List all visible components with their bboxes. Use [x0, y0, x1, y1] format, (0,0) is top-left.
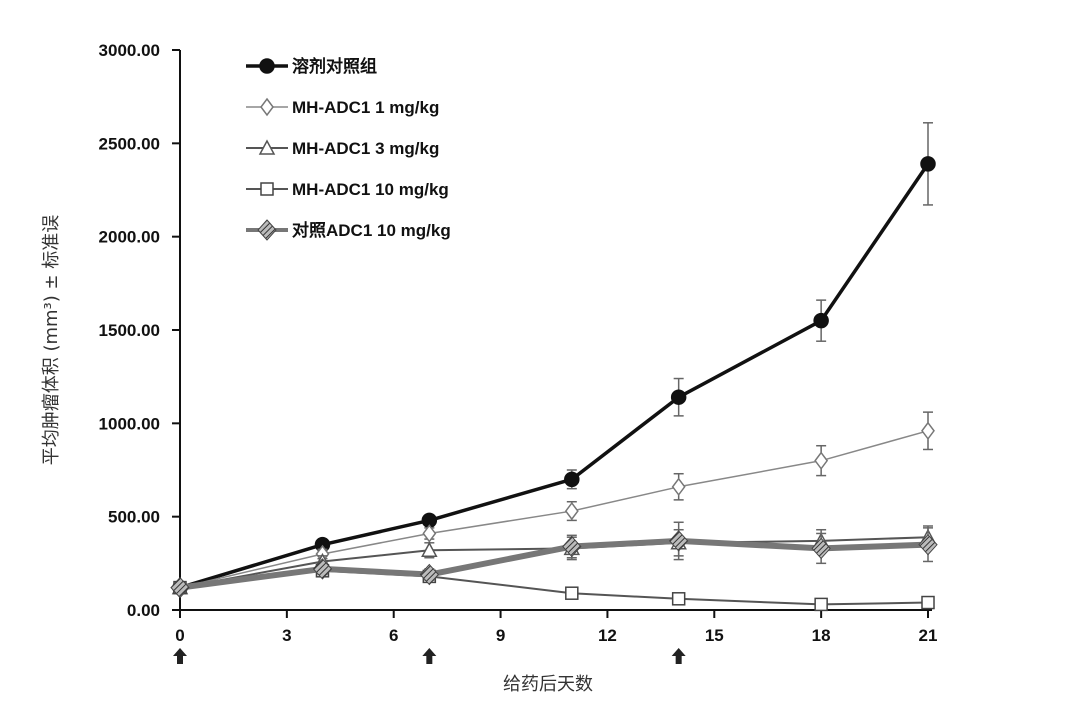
legend-label: MH-ADC1 1 mg/kg: [292, 98, 439, 117]
data-point: [811, 537, 831, 560]
x-tick-label: 3: [282, 626, 291, 645]
legend-label: 对照ADC1 10 mg/kg: [292, 220, 451, 240]
dosing-arrow-icon: [671, 648, 686, 664]
x-tick-label: 15: [705, 626, 724, 645]
data-point: [813, 312, 829, 329]
data-point: [421, 541, 438, 558]
data-point: [564, 471, 580, 488]
data-point: [564, 501, 579, 521]
series-line: [179, 430, 929, 589]
x-tick-label: 6: [389, 626, 398, 645]
data-point: [562, 535, 582, 558]
y-tick-label: 1000.00: [99, 414, 160, 433]
x-tick-label: 0: [175, 626, 184, 645]
legend-marker: [259, 58, 275, 74]
data-point: [921, 595, 935, 610]
series-4: [170, 521, 938, 599]
x-tick-label: 12: [598, 626, 617, 645]
data-point: [170, 576, 190, 599]
y-tick-label: 1500.00: [99, 321, 160, 340]
legend: 溶剂对照组 MH-ADC1 1 mg/kg MH-ADC1 3 mg/kg MH-AD…: [246, 56, 451, 241]
data-point: [565, 586, 579, 600]
legend-marker: [260, 97, 274, 117]
y-axis-title: 平均肿瘤体积 (mm³) ± 标准误: [41, 215, 62, 466]
data-point: [920, 156, 936, 172]
x-tick-label: 9: [496, 626, 505, 645]
dosing-arrows: [173, 648, 686, 664]
legend-marker: [258, 139, 276, 155]
x-ticks: 0 3 6 9 12 15 18 21: [175, 610, 937, 645]
y-ticks: 0.00 500.00 1000.00 1500.00 2000.00 2500.00 30…: [99, 41, 180, 620]
legend-label: MH-ADC1 3 mg/kg: [292, 139, 439, 158]
y-tick-label: 2000.00: [99, 228, 160, 247]
legend-label: 溶剂对照组: [292, 56, 377, 76]
dosing-arrow-icon: [173, 648, 187, 664]
legend-marker: [260, 182, 274, 196]
data-point: [419, 563, 440, 586]
data-point: [312, 558, 333, 580]
legend-label: MH-ADC1 10 mg/kg: [292, 180, 449, 199]
data-point: [668, 530, 689, 552]
data-point: [670, 389, 687, 405]
y-tick-label: 3000.00: [99, 41, 160, 60]
data-point: [422, 524, 437, 543]
y-tick-label: 500.00: [108, 508, 160, 527]
data-point: [671, 477, 686, 497]
x-tick-label: 21: [919, 626, 938, 645]
dosing-arrow-icon: [422, 648, 437, 664]
data-point: [921, 421, 935, 441]
axes: [179, 50, 932, 611]
data-point: [814, 451, 829, 470]
legend-marker: [257, 219, 277, 241]
data-point: [814, 597, 828, 612]
y-tick-label: 0.00: [127, 601, 160, 620]
series-layer: [170, 122, 938, 612]
x-tick-label: 18: [812, 626, 831, 645]
data-point: [671, 592, 686, 606]
data-point: [918, 533, 938, 556]
series-0: [172, 122, 936, 596]
x-axis-title: 给药后天数: [503, 674, 593, 695]
y-tick-label: 2500.00: [99, 134, 160, 153]
